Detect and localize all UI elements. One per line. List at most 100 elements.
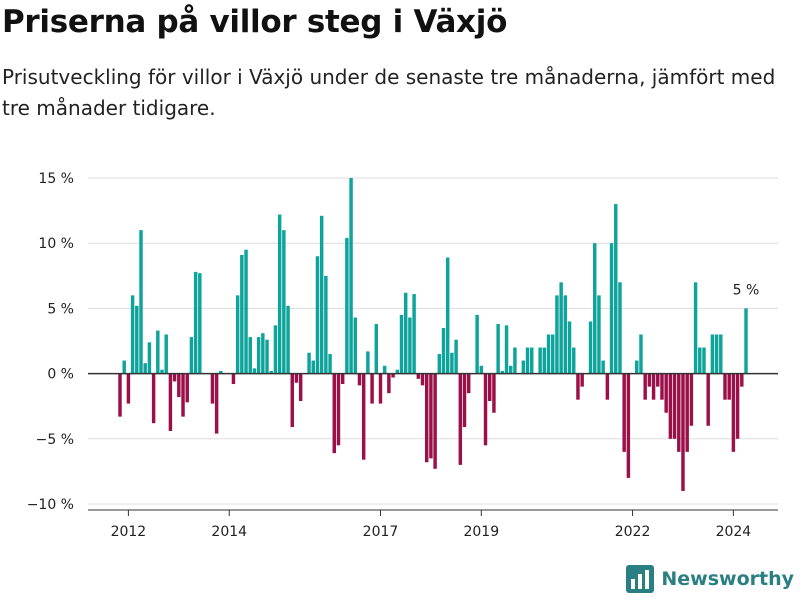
bar: [294, 373, 299, 383]
x-tick-label: 2022: [615, 524, 651, 540]
bar: [740, 373, 744, 387]
bar: [441, 327, 446, 374]
bar: [231, 373, 236, 385]
x-axis: 2012 2014 2017 2019 2022 2024: [88, 509, 778, 540]
x-tick-label: 2019: [463, 524, 499, 540]
bar: [681, 373, 685, 491]
bar: [488, 373, 492, 401]
bar: [135, 305, 139, 374]
x-tick-label: 2012: [111, 524, 147, 540]
bar: [588, 321, 593, 374]
bar: [563, 295, 568, 374]
y-tick-label: −10 %: [27, 497, 74, 513]
bar: [164, 334, 168, 374]
bar: [277, 214, 282, 374]
bar: [399, 314, 404, 374]
bar: [235, 295, 240, 374]
bar: [509, 365, 513, 374]
bar: [660, 373, 664, 400]
bar: [366, 351, 370, 374]
bar: [349, 178, 353, 374]
bar: [336, 373, 341, 446]
bar: [172, 373, 177, 382]
bar: [198, 273, 202, 374]
bar: [639, 334, 643, 374]
bar: [626, 373, 631, 478]
y-tick-label: −5 %: [36, 432, 74, 448]
bar: [567, 321, 572, 374]
bar: [261, 333, 265, 374]
bar: [744, 308, 748, 374]
bar: [357, 373, 362, 386]
bar: [643, 373, 647, 400]
bar: [614, 204, 618, 374]
bar: [252, 368, 257, 374]
bar: [723, 373, 727, 400]
chart-title: Priserna på villor steg i Växjö: [2, 4, 508, 40]
bar: [546, 334, 551, 374]
bar: [458, 373, 463, 465]
bar: [378, 373, 383, 404]
bar: [424, 373, 429, 463]
bar: [416, 373, 421, 379]
bar: [500, 370, 505, 374]
bar: [479, 365, 484, 374]
bar: [685, 373, 689, 452]
bar: [156, 330, 160, 374]
bar: [664, 373, 668, 413]
bar: [727, 373, 731, 400]
bar: [248, 337, 252, 374]
bar: [370, 373, 374, 404]
bar: [542, 347, 547, 374]
bar: [555, 295, 559, 374]
bar: [151, 373, 156, 424]
x-tick-label: 2017: [363, 524, 399, 540]
bar: [160, 369, 164, 374]
bar: [450, 352, 454, 374]
bar: [181, 373, 185, 417]
bar: [572, 347, 576, 374]
bar: [130, 295, 135, 374]
bar: [412, 294, 416, 374]
bar: [240, 254, 244, 374]
bar: [735, 373, 740, 439]
bar: [244, 249, 248, 374]
bar: [672, 373, 677, 439]
bar: [361, 373, 366, 460]
bar: [689, 373, 694, 426]
bar: [118, 373, 122, 417]
bar: [143, 363, 147, 374]
bar: [601, 360, 605, 374]
bar: [168, 373, 173, 431]
bar: [580, 373, 584, 387]
last-value-annotation: 5 %: [733, 282, 760, 298]
x-tick-label: 2014: [211, 524, 247, 540]
bar: [387, 373, 391, 394]
bar: [122, 360, 126, 374]
bar: [429, 373, 433, 459]
bar: [593, 243, 597, 374]
y-tick-label: 15 %: [38, 171, 74, 187]
bar: [693, 282, 698, 374]
x-tick-label: 2024: [716, 524, 752, 540]
bar: [622, 373, 626, 452]
bar: [340, 373, 345, 385]
bar: [714, 334, 719, 374]
bar: [382, 365, 387, 374]
bar: [656, 373, 660, 387]
bar: [265, 339, 269, 374]
bar: [504, 325, 509, 374]
bar: [311, 360, 315, 374]
bar: [496, 324, 500, 374]
bar: [605, 373, 610, 400]
bar: [210, 373, 215, 404]
bar: [651, 373, 656, 400]
bar: [353, 317, 357, 374]
bar: [395, 369, 400, 374]
bar: [559, 282, 563, 374]
bar: [298, 373, 303, 401]
bar: [635, 360, 639, 374]
bar-chart-logo-icon: [626, 565, 655, 593]
bar: [319, 215, 324, 374]
bar: [609, 243, 614, 374]
